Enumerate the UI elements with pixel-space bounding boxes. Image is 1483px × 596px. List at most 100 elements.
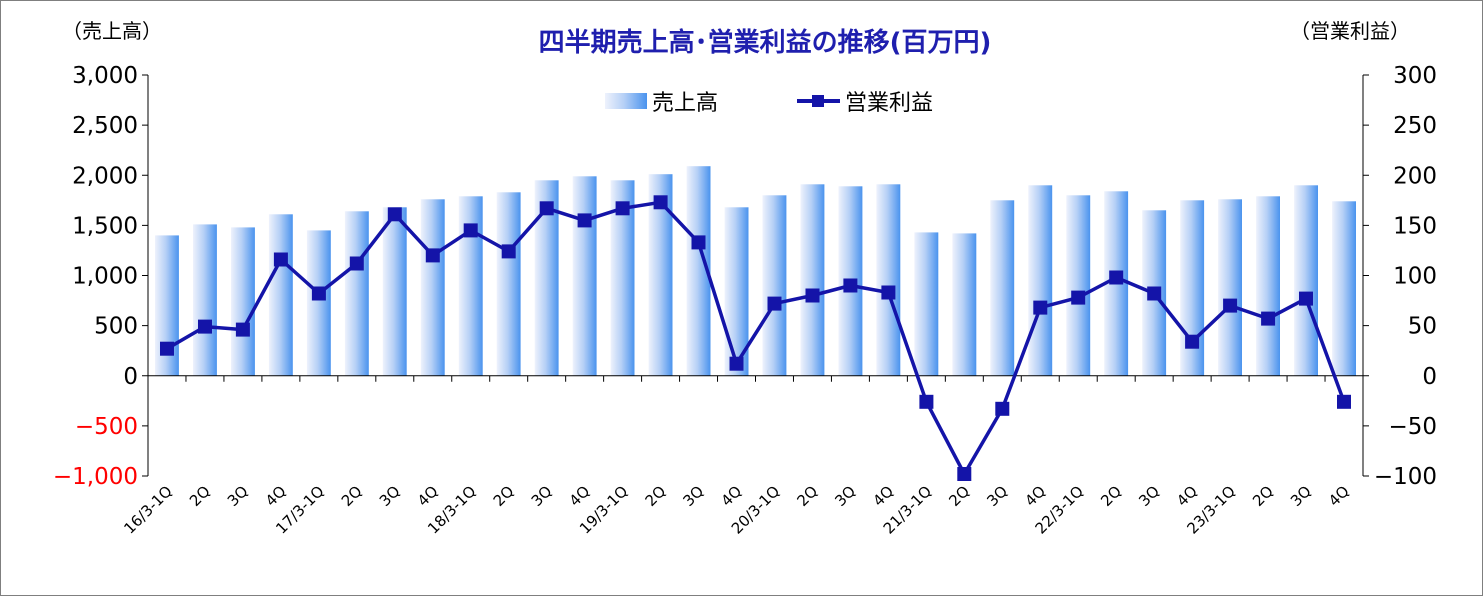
sales-bar [800,184,825,376]
category-label: 2Q [642,482,670,510]
right-tick-label: 0 [1422,364,1437,390]
right-axis-ticks: 300 250 200 150 100 50 0 −50 −100 [1374,63,1437,490]
legend-swatch-profit-marker [812,95,824,107]
sales-bar [231,227,255,376]
category-label: 4Q [566,482,594,510]
category-label: 3Q [983,482,1011,510]
operating-profit-marker [311,286,326,301]
category-label: 16/3-1Q [120,482,175,537]
sales-bar [914,232,939,376]
right-tick-label: 50 [1408,314,1437,340]
sales-bar [1332,201,1356,376]
operating-profit-marker [160,341,174,356]
operating-profit-marker [653,195,668,210]
operating-profit-marker [1185,334,1200,349]
sales-bar [1066,195,1091,376]
sales-bar [990,200,1015,376]
left-tick-label: 0 [123,364,138,390]
sales-bar [952,233,977,376]
left-tick-label: 3,000 [72,63,138,89]
left-axis-ticks: 3,000 2,500 2,000 1,500 1,000 500 0 −500 −1,000 [53,63,138,490]
operating-profit-line [160,195,1351,481]
right-tick-label: −100 [1374,464,1437,490]
sales-bar [155,235,179,376]
sales-bar [382,207,407,376]
operating-profit-marker [1299,291,1313,306]
sales-bar [344,211,369,376]
operating-profit-marker [957,467,972,481]
sales-bar [1028,185,1053,376]
category-label: 3Q [1287,482,1315,510]
right-axis-unit: （営業利益） [1290,19,1410,43]
category-label: 3Q [224,482,252,510]
sales-bar [1180,200,1205,376]
sales-bar [193,224,217,376]
category-label: 3Q [679,482,707,510]
sales-bar [762,195,787,376]
sales-bars [155,166,1356,376]
right-tick-label: 100 [1393,264,1437,290]
category-label: 2Q [1249,482,1277,510]
operating-profit-marker [577,213,592,228]
left-tick-label: −1,000 [53,464,138,490]
sales-bar [610,180,635,376]
category-label: 4Q [1325,482,1353,510]
operating-profit-marker [387,207,402,222]
chart-title: 四半期売上高･営業利益の推移(百万円) [539,27,992,58]
left-tick-label: 2,500 [72,113,138,139]
category-label: 4Q [1173,482,1201,510]
category-label: 2Q [490,482,518,510]
right-tick-label: 300 [1393,63,1437,89]
operating-profit-marker [235,322,250,337]
category-label: 3Q [376,482,404,510]
left-tick-label: 1,000 [72,264,138,290]
operating-profit-marker [273,252,288,267]
right-tick-label: −50 [1388,414,1437,440]
category-label: 4Q [262,482,290,510]
operating-profit-marker [501,244,516,259]
category-label: 3Q [1135,482,1163,510]
right-tick-label: 200 [1393,163,1437,189]
operating-profit-marker [463,223,478,238]
right-tick-label: 150 [1393,213,1437,239]
category-label: 4Q [869,482,897,510]
category-label: 2Q [186,482,214,510]
sales-bar [1294,185,1318,376]
sales-bar [1256,196,1280,376]
sales-bar [724,207,749,376]
sales-bar [496,192,521,376]
operating-profit-marker [1223,298,1238,313]
category-label: 2Q [793,482,821,510]
operating-profit-marker [349,256,364,271]
axes [142,74,1369,477]
operating-profit-marker [995,401,1010,416]
operating-profit-marker [767,296,782,311]
category-label: 4Q [717,482,745,510]
operating-profit-marker [1109,270,1124,285]
sales-bar [268,214,293,376]
operating-profit-marker [1337,394,1351,409]
sales-bar [686,166,711,376]
category-label: 4Q [1021,482,1049,510]
operating-profit-marker [729,356,744,371]
left-axis-unit: （売上高） [62,19,162,43]
category-label: 2Q [338,482,366,510]
category-label: 4Q [414,482,442,510]
operating-profit-marker [539,201,554,216]
category-label: 3Q [831,482,859,510]
operating-profit-marker [881,285,896,300]
operating-profit-marker [1033,300,1048,315]
operating-profit-marker [691,235,706,250]
left-tick-label: 1,500 [72,213,138,239]
legend: 売上高 営業利益 [605,91,933,116]
category-label: 2Q [945,482,973,510]
operating-profit-marker [1071,290,1086,305]
sales-bar [420,199,445,376]
legend-label-sales: 売上高 [652,91,718,116]
operating-profit-marker [919,394,934,409]
operating-profit-polyline [166,200,1346,476]
legend-swatch-sales [605,93,647,109]
left-tick-label: 500 [94,314,138,340]
